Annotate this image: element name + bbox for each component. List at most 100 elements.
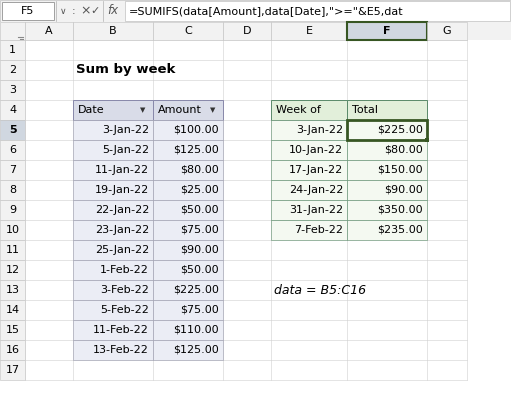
Bar [0, 340, 25, 360]
Text: $150.00: $150.00 [378, 165, 423, 175]
Bar [0, 160, 25, 180]
Text: 31-Jan-22: 31-Jan-22 [289, 205, 343, 215]
Bar [271, 180, 347, 200]
Text: 5-Feb-22: 5-Feb-22 [100, 305, 149, 315]
Text: F5: F5 [21, 6, 35, 16]
Text: 5-Jan-22: 5-Jan-22 [102, 145, 149, 155]
Bar [73, 22, 153, 40]
Bar [347, 120, 427, 140]
Text: =SUMIFS(data[Amount],data[Date],">="&E5,dat: =SUMIFS(data[Amount],data[Date],">="&E5,… [129, 6, 404, 16]
Bar [347, 180, 427, 200]
Text: 10: 10 [6, 225, 19, 235]
Text: A: A [45, 26, 53, 36]
Text: $50.00: $50.00 [180, 205, 219, 215]
Text: data = B5:C16: data = B5:C16 [274, 284, 366, 296]
Bar [271, 140, 347, 160]
Text: 23-Jan-22: 23-Jan-22 [95, 225, 149, 235]
Bar [0, 22, 511, 40]
Text: 22-Jan-22: 22-Jan-22 [95, 205, 149, 215]
Bar [153, 22, 223, 40]
Text: 11: 11 [6, 245, 19, 255]
Bar [271, 120, 347, 140]
Bar [73, 160, 153, 180]
Text: 7: 7 [9, 165, 16, 175]
Bar [73, 200, 153, 220]
Text: $75.00: $75.00 [180, 305, 219, 315]
Text: 11-Jan-22: 11-Jan-22 [95, 165, 149, 175]
Text: 19-Jan-22: 19-Jan-22 [95, 185, 149, 195]
Text: $125.00: $125.00 [173, 345, 219, 355]
Bar [153, 300, 223, 320]
Bar [0, 260, 25, 280]
Bar [153, 280, 223, 300]
Bar [25, 22, 73, 40]
Text: E: E [306, 26, 313, 36]
Text: Total: Total [352, 105, 378, 115]
Bar [73, 240, 153, 260]
Bar [153, 140, 223, 160]
Bar [0, 360, 25, 380]
Bar [153, 200, 223, 220]
Text: D: D [243, 26, 251, 36]
Bar [73, 320, 153, 340]
Bar [223, 22, 271, 40]
Text: $125.00: $125.00 [173, 145, 219, 155]
Text: 13-Feb-22: 13-Feb-22 [93, 345, 149, 355]
Text: $80.00: $80.00 [384, 145, 423, 155]
Text: 25-Jan-22: 25-Jan-22 [95, 245, 149, 255]
Bar [153, 240, 223, 260]
Bar [153, 220, 223, 240]
Bar [153, 100, 223, 120]
Bar [425, 138, 429, 142]
Bar [271, 22, 347, 40]
Text: Week of: Week of [276, 105, 321, 115]
Bar [153, 260, 223, 280]
Text: 3-Jan-22: 3-Jan-22 [102, 125, 149, 135]
Text: ×: × [80, 4, 90, 18]
Bar [153, 160, 223, 180]
Text: Date: Date [78, 105, 105, 115]
Bar [347, 220, 427, 240]
Text: 3: 3 [9, 85, 16, 95]
Bar [73, 100, 153, 120]
Text: 24-Jan-22: 24-Jan-22 [289, 185, 343, 195]
Text: $100.00: $100.00 [173, 125, 219, 135]
Text: 9: 9 [9, 205, 16, 215]
Text: ▼: ▼ [211, 107, 216, 113]
Bar [427, 22, 467, 40]
Bar [125, 1, 510, 21]
Text: F: F [383, 26, 391, 36]
Text: G: G [443, 26, 451, 36]
Bar [73, 300, 153, 320]
Text: 7-Feb-22: 7-Feb-22 [294, 225, 343, 235]
Text: 16: 16 [6, 345, 19, 355]
Bar [73, 220, 153, 240]
Bar [73, 140, 153, 160]
Text: 6: 6 [9, 145, 16, 155]
Bar [25, 40, 467, 380]
Bar [153, 120, 223, 140]
Text: $75.00: $75.00 [180, 225, 219, 235]
Bar [347, 200, 427, 220]
Text: $225.00: $225.00 [377, 125, 423, 135]
Bar [0, 300, 25, 320]
Bar [2, 2, 54, 20]
Text: 11-Feb-22: 11-Feb-22 [93, 325, 149, 335]
Text: 1: 1 [9, 45, 16, 55]
Text: 17-Jan-22: 17-Jan-22 [289, 165, 343, 175]
Bar [0, 60, 25, 80]
Text: 3-Feb-22: 3-Feb-22 [100, 285, 149, 295]
Bar [0, 200, 25, 220]
Text: $90.00: $90.00 [180, 245, 219, 255]
Text: ✓: ✓ [90, 6, 99, 16]
Text: 5: 5 [9, 125, 16, 135]
Bar [0, 180, 25, 200]
Text: 14: 14 [6, 305, 19, 315]
Text: $90.00: $90.00 [384, 185, 423, 195]
Bar [0, 240, 25, 260]
Text: $350.00: $350.00 [378, 205, 423, 215]
Text: 13: 13 [6, 285, 19, 295]
Bar [271, 220, 347, 240]
Text: $50.00: $50.00 [180, 265, 219, 275]
Bar [0, 320, 25, 340]
